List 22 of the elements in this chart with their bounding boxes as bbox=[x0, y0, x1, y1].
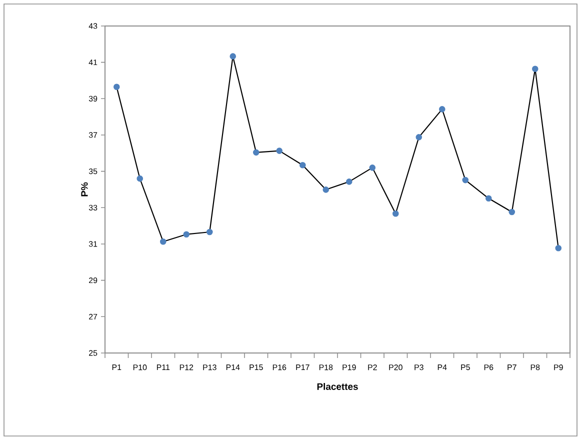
x-axis-title: Placettes bbox=[317, 382, 358, 390]
point bbox=[160, 238, 166, 245]
point bbox=[485, 195, 492, 202]
point bbox=[252, 149, 260, 156]
point bbox=[113, 84, 120, 90]
point bbox=[322, 186, 330, 193]
point bbox=[462, 176, 469, 184]
point bbox=[276, 148, 283, 154]
point bbox=[532, 66, 538, 72]
point bbox=[416, 134, 422, 140]
point bbox=[369, 164, 376, 171]
y-axis-title: P% bbox=[81, 182, 88, 196]
point bbox=[183, 231, 190, 238]
point bbox=[438, 106, 446, 112]
point bbox=[136, 175, 144, 182]
point bbox=[230, 53, 236, 60]
point bbox=[392, 210, 399, 217]
point bbox=[346, 178, 352, 185]
point bbox=[508, 208, 516, 216]
point bbox=[299, 162, 306, 168]
point bbox=[555, 245, 562, 252]
point bbox=[206, 228, 213, 236]
